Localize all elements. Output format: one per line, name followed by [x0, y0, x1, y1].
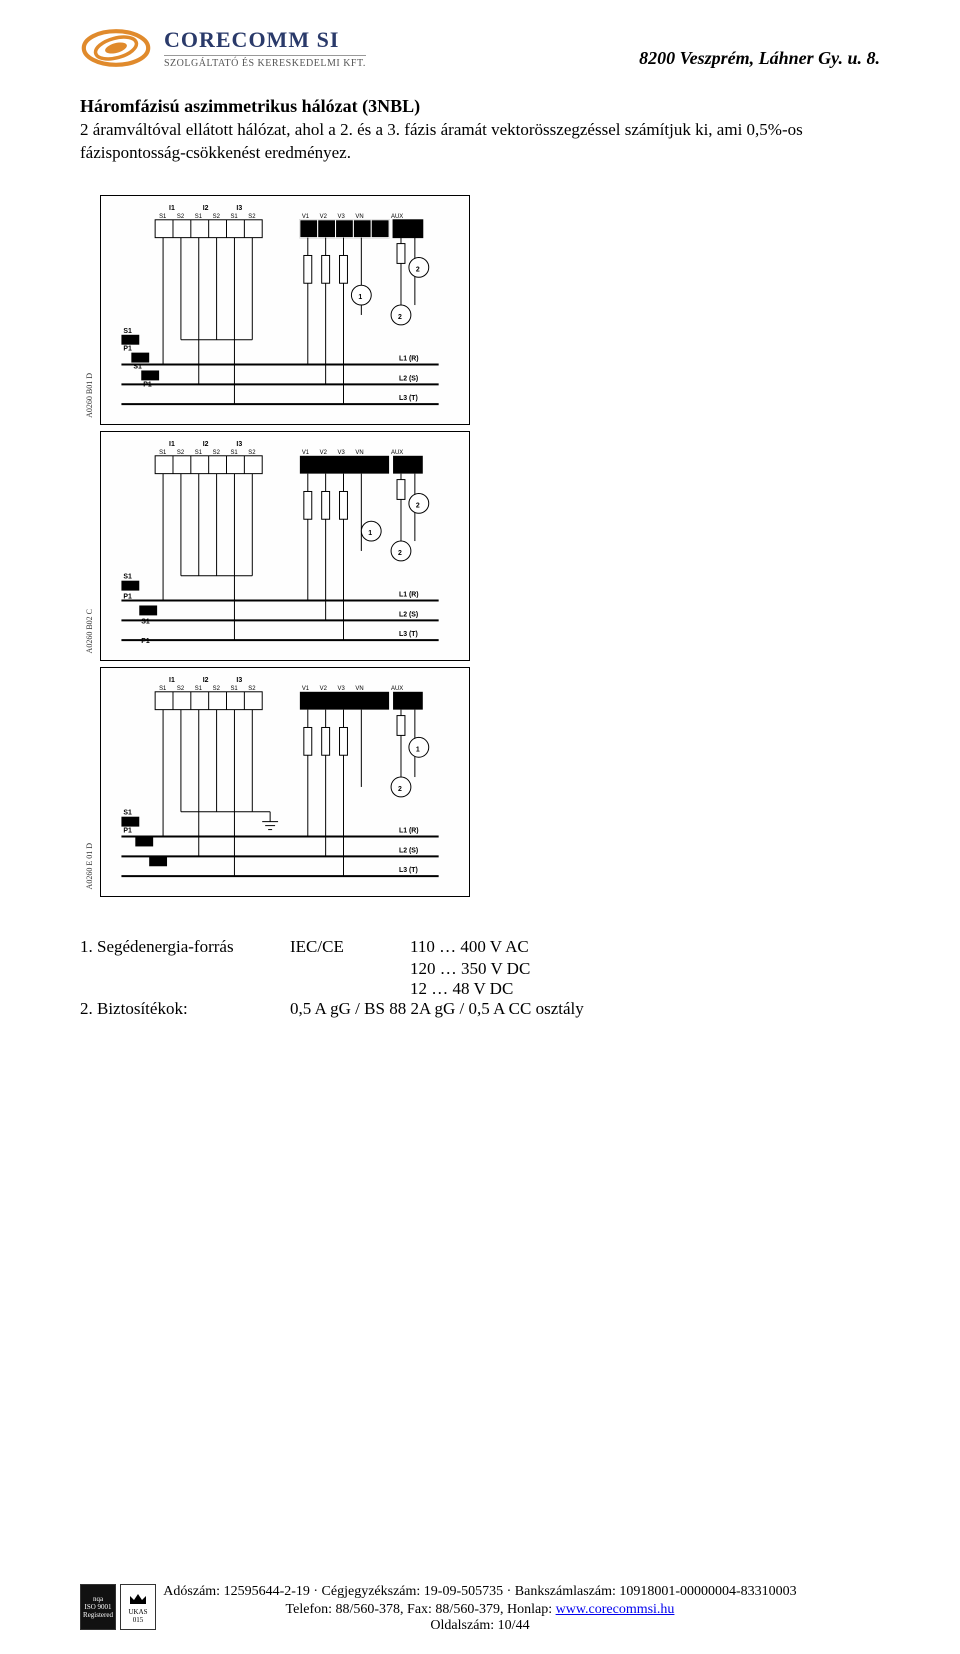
svg-text:P1: P1	[123, 346, 132, 353]
svg-text:AUX: AUX	[391, 214, 403, 220]
svg-text:I2: I2	[203, 441, 209, 448]
svg-text:V2: V2	[320, 214, 327, 220]
diagram-code-a: A0260 B01 D	[85, 373, 94, 418]
svg-text:S2: S2	[177, 686, 184, 692]
svg-text:L2 (S): L2 (S)	[399, 375, 418, 382]
svg-text:S1: S1	[195, 686, 203, 692]
svg-text:V3: V3	[338, 214, 346, 220]
svg-text:V1: V1	[302, 686, 310, 692]
svg-text:I3: I3	[236, 441, 242, 448]
wiring-diagram-c: A0260 E 01 D I1 I2 I3 S1 S2 S1 S2 S1	[100, 667, 470, 897]
svg-text:I1: I1	[169, 441, 175, 448]
svg-text:L3 (T): L3 (T)	[399, 395, 418, 402]
svg-text:S1: S1	[123, 574, 132, 581]
svg-text:AUX: AUX	[391, 450, 403, 456]
svg-text:2: 2	[416, 502, 420, 509]
svg-text:S2: S2	[248, 450, 255, 456]
section-title: Háromfázisú aszimmetrikus hálózat (3NBL)	[80, 96, 880, 117]
specifications: 1. Segédenergia-forrás IEC/CE 110 … 400 …	[80, 937, 880, 1019]
svg-text:1: 1	[368, 530, 372, 537]
logo-text: CORECOMM SI SZOLGÁLTATÓ ÉS KERESKEDELMI …	[164, 27, 366, 69]
svg-text:2: 2	[398, 786, 402, 793]
footer-line-1: Adószám: 12595644-2-19 · Cégjegyzékszám:…	[0, 1584, 960, 1600]
svg-text:P1: P1	[123, 827, 132, 834]
spec-1-standard: IEC/CE	[290, 937, 410, 957]
svg-text:S1: S1	[230, 450, 238, 456]
svg-text:S1: S1	[159, 214, 167, 220]
svg-text:S2: S2	[213, 214, 220, 220]
svg-text:2: 2	[398, 314, 402, 321]
svg-text:S2: S2	[248, 686, 255, 692]
company-address: 8200 Veszprém, Láhner Gy. u. 8.	[639, 48, 880, 69]
label-i1: I1	[169, 205, 175, 212]
svg-text:S2: S2	[177, 450, 184, 456]
svg-text:V3: V3	[338, 450, 346, 456]
svg-text:S1: S1	[195, 450, 203, 456]
svg-text:V2: V2	[320, 686, 327, 692]
svg-text:L2 (S): L2 (S)	[399, 611, 418, 618]
svg-text:S1: S1	[230, 214, 238, 220]
logo-subtitle: SZOLGÁLTATÓ ÉS KERESKEDELMI KFT.	[164, 55, 366, 69]
website-link[interactable]: www.corecommsi.hu	[556, 1602, 675, 1617]
svg-text:I2: I2	[203, 677, 209, 684]
spec-2-label: 2. Biztosítékok:	[80, 999, 290, 1019]
svg-text:L1 (R): L1 (R)	[399, 827, 419, 834]
logo-swirl-icon	[80, 20, 152, 76]
svg-text:S1: S1	[159, 686, 167, 692]
svg-text:1: 1	[358, 294, 362, 301]
logo-company-name: CORECOMM SI	[164, 27, 366, 53]
svg-text:VN: VN	[355, 686, 363, 692]
spec-row-2: 2. Biztosítékok: 0,5 A gG / BS 88 2A gG …	[80, 999, 880, 1019]
svg-text:2: 2	[398, 550, 402, 557]
svg-text:S2: S2	[248, 214, 255, 220]
spec-1-value-b: 120 … 350 V DC	[410, 959, 880, 979]
svg-text:P1: P1	[123, 593, 132, 600]
svg-text:I3: I3	[236, 677, 242, 684]
svg-text:L3 (T): L3 (T)	[399, 867, 418, 874]
spec-row-1: 1. Segédenergia-forrás IEC/CE 110 … 400 …	[80, 937, 880, 957]
spec-1-label: 1. Segédenergia-forrás	[80, 937, 290, 957]
svg-text:VN: VN	[355, 214, 363, 220]
diagram-stack: A0260 B01 D I1 I2 I3 S1 S2 S1 S2	[100, 195, 470, 897]
svg-text:L1 (R): L1 (R)	[399, 591, 419, 598]
svg-text:S2: S2	[213, 686, 220, 692]
svg-text:S1: S1	[123, 328, 132, 335]
svg-text:S2: S2	[177, 214, 184, 220]
footer-line-2: Telefon: 88/560-378, Fax: 88/560-379, Ho…	[0, 1602, 960, 1618]
svg-text:2: 2	[416, 266, 420, 273]
diagram-code-c: A0260 E 01 D	[85, 843, 94, 889]
label-i3: I3	[236, 205, 242, 212]
spec-2-value: 0,5 A gG / BS 88 2A gG / 0,5 A CC osztál…	[290, 999, 880, 1019]
svg-text:VN: VN	[355, 450, 363, 456]
page-content: Háromfázisú aszimmetrikus hálózat (3NBL)…	[0, 96, 960, 1019]
svg-text:I1: I1	[169, 677, 175, 684]
svg-text:L2 (S): L2 (S)	[399, 847, 418, 854]
section-body: 2 áramváltóval ellátott hálózat, ahol a …	[80, 119, 880, 165]
svg-text:V1: V1	[302, 450, 310, 456]
svg-text:1: 1	[416, 746, 420, 753]
wiring-diagram-a: A0260 B01 D I1 I2 I3 S1 S2 S1 S2	[100, 195, 470, 425]
svg-text:V3: V3	[338, 686, 346, 692]
svg-text:AUX: AUX	[391, 686, 403, 692]
svg-text:S1: S1	[195, 214, 203, 220]
diagram-code-b: A0260 B02 C	[85, 609, 94, 653]
svg-text:S1: S1	[159, 450, 167, 456]
svg-text:L1 (R): L1 (R)	[399, 355, 419, 362]
svg-text:S1: S1	[230, 686, 238, 692]
logo-block: CORECOMM SI SZOLGÁLTATÓ ÉS KERESKEDELMI …	[80, 20, 366, 76]
wiring-diagram-b: A0260 B02 C I1 I2 I3 S1 S2 S1 S2 S1	[100, 431, 470, 661]
page-header: CORECOMM SI SZOLGÁLTATÓ ÉS KERESKEDELMI …	[0, 0, 960, 86]
spec-1-value-a: 110 … 400 V AC	[410, 937, 880, 957]
footer-page-number: Oldalszám: 10/44	[0, 1618, 960, 1634]
svg-text:V1: V1	[302, 214, 310, 220]
svg-text:S1: S1	[123, 810, 132, 817]
svg-text:V2: V2	[320, 450, 327, 456]
svg-text:S2: S2	[213, 450, 220, 456]
svg-text:L3 (T): L3 (T)	[399, 631, 418, 638]
page-footer: Adószám: 12595644-2-19 · Cégjegyzékszám:…	[0, 1584, 960, 1634]
spec-1-value-c: 12 … 48 V DC	[410, 979, 880, 999]
label-i2: I2	[203, 205, 209, 212]
